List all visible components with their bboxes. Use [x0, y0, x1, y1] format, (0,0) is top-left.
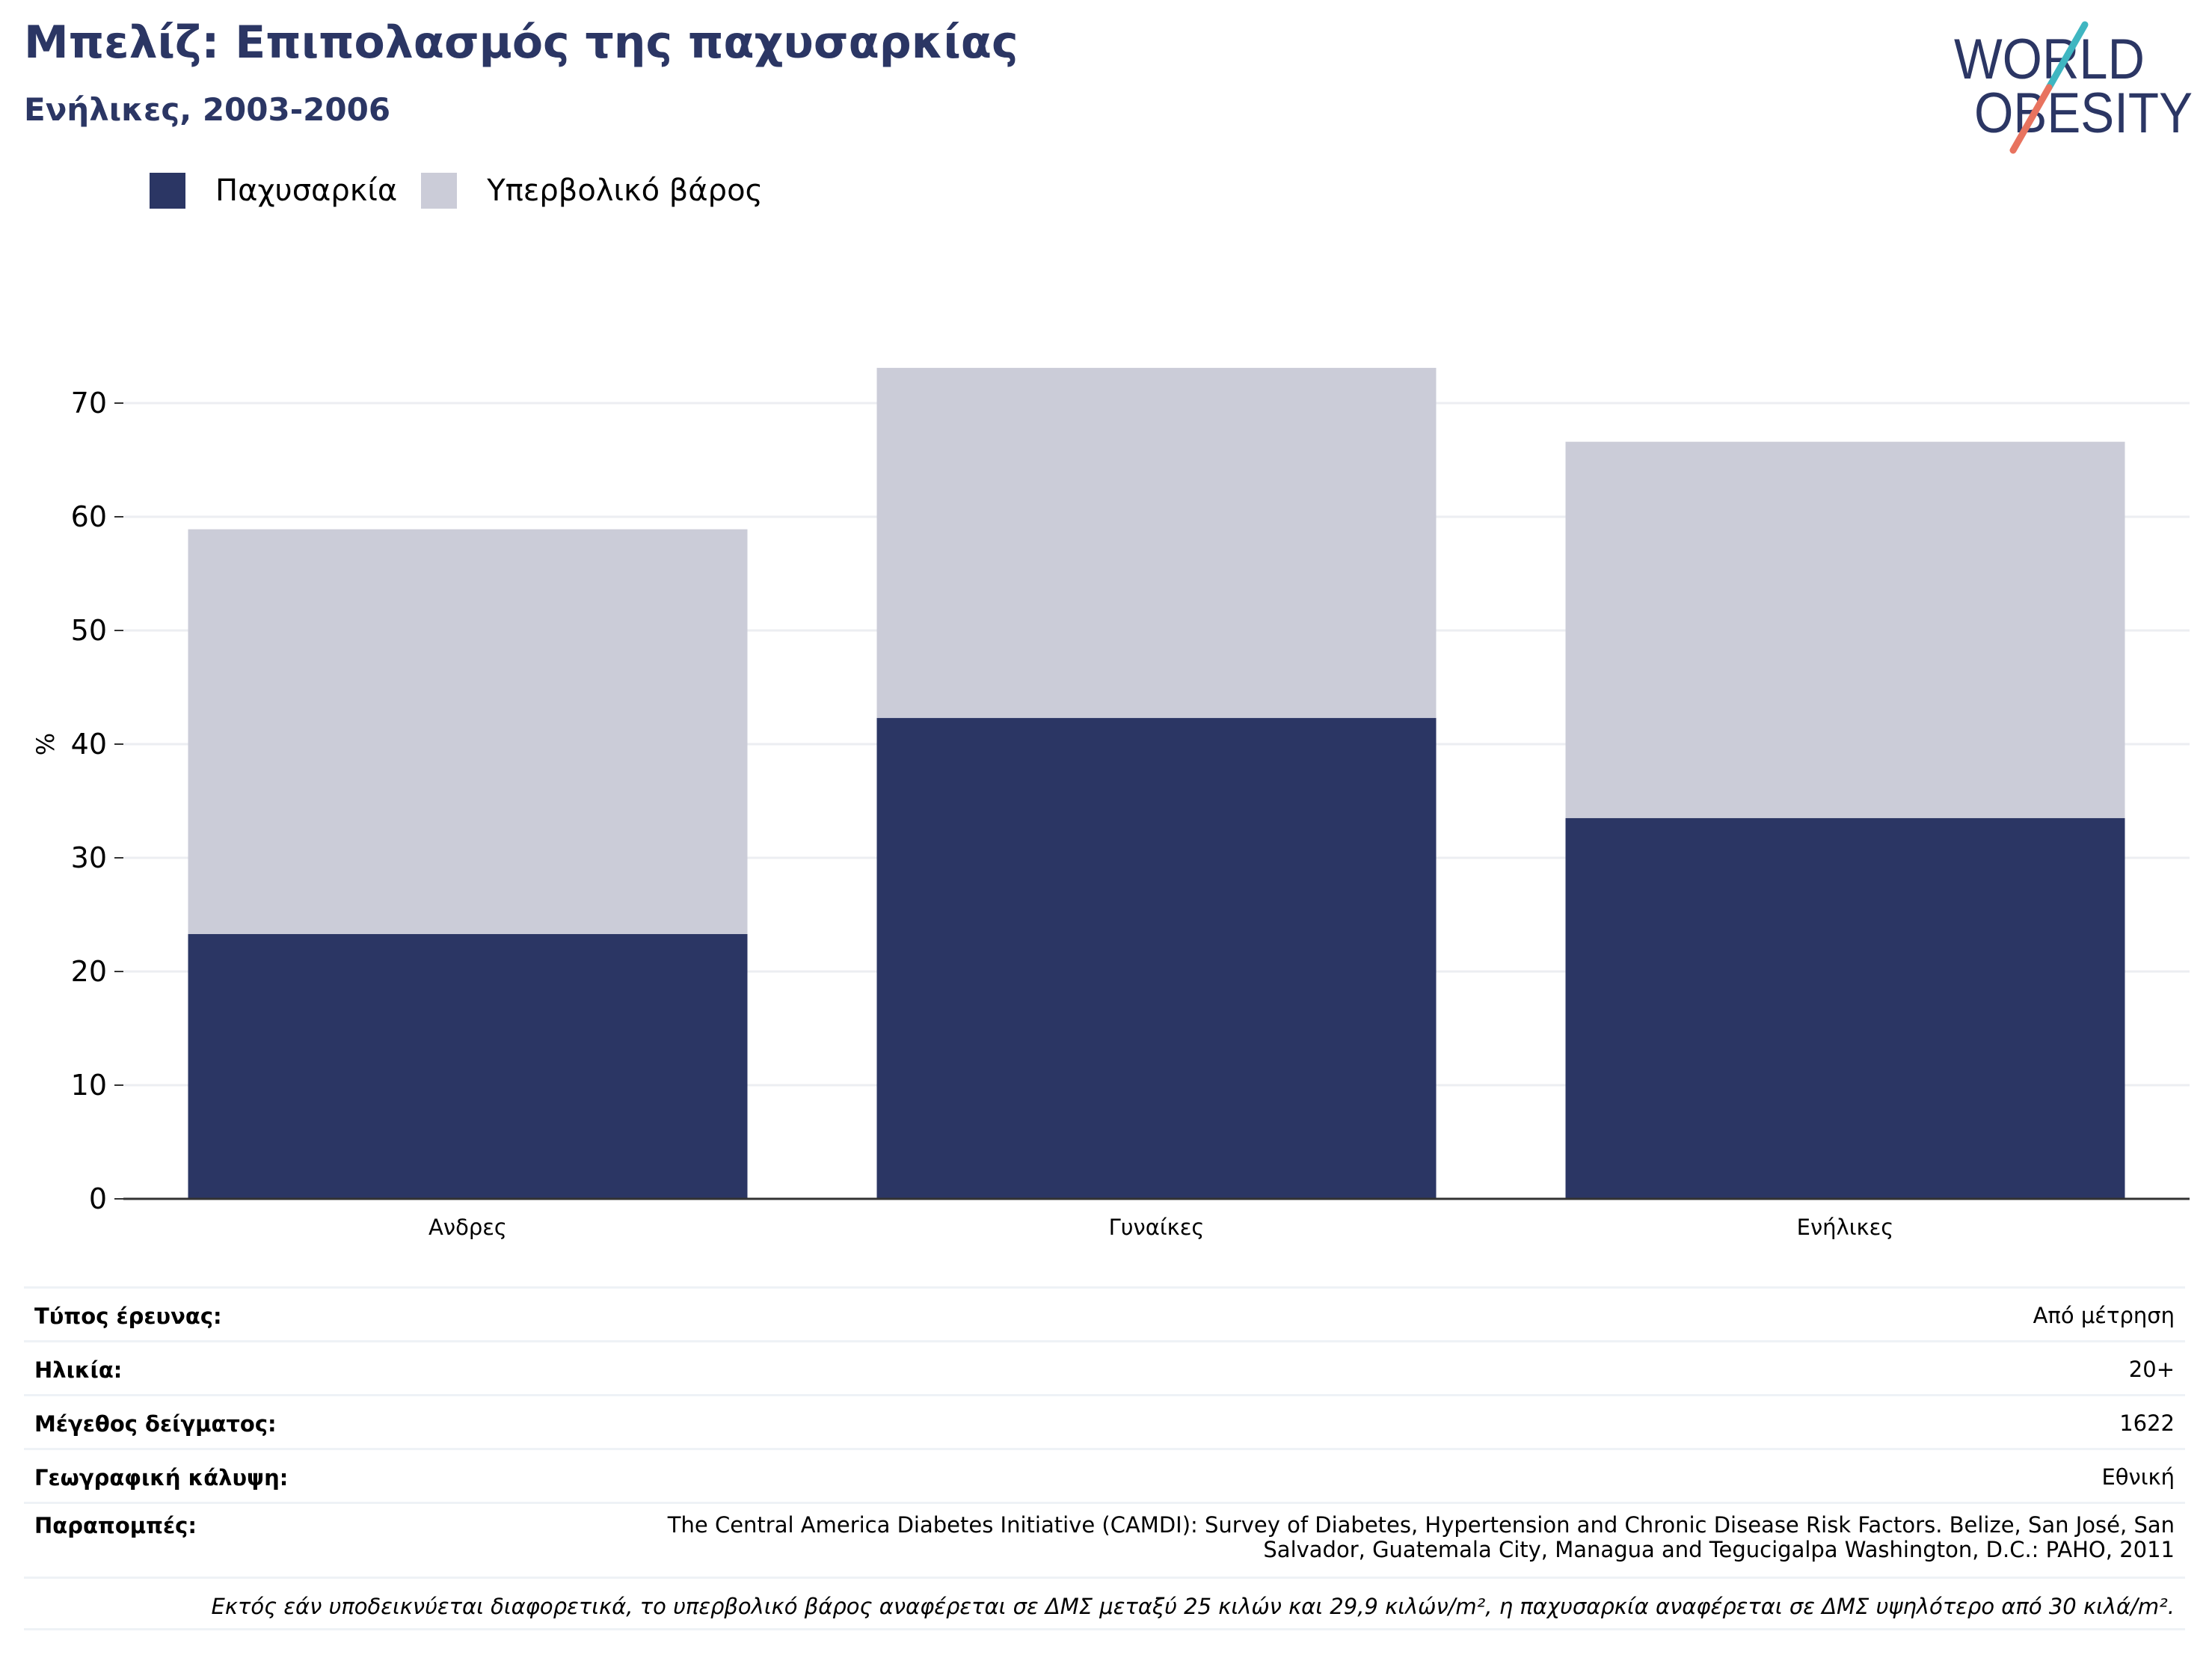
legend-label-overweight: Υπερβολικό βάρος	[487, 174, 764, 208]
meta-value-age: 20+	[2128, 1357, 2175, 1382]
y-tick-label-20: 20	[71, 955, 107, 988]
y-tick-label-10: 10	[71, 1069, 107, 1102]
meta-label-coverage: Γεωγραφική κάλυψη:	[34, 1465, 289, 1491]
y-tick-label-0: 0	[89, 1182, 107, 1215]
y-tick-label-40: 40	[71, 728, 107, 761]
x-tick-label-3: Ενήλικες	[1797, 1215, 1894, 1240]
y-tick-label-70: 70	[71, 387, 107, 420]
bar-overweight-3	[1565, 441, 2125, 818]
y-axis-label: %	[31, 733, 60, 755]
legend-swatch-obesity	[150, 173, 185, 209]
legend-swatch-overweight	[421, 173, 458, 209]
meta-value-references: The Central America Diabetes Initiative …	[668, 1513, 2175, 1562]
meta-row-sample-size: Μέγεθος δείγματος: 1622	[24, 1394, 2185, 1448]
meta-label-references: Παραπομπές:	[34, 1513, 197, 1538]
bar-overweight-1	[188, 529, 748, 934]
survey-info-table: Τύπος έρευνας: Από μέτρηση Ηλικία: 20+ Μ…	[24, 1286, 2185, 1630]
logo-slash-teal	[2045, 21, 2089, 91]
reference-line-1: The Central America Diabetes Initiative …	[667, 1512, 2175, 1538]
chart-subtitle: Ενήλικες, 2003-2006	[24, 91, 391, 128]
x-tick-label-2: Γυναίκες	[1109, 1215, 1205, 1240]
definition-note: Εκτός εάν υποδεικνύεται διαφορετικά, το …	[24, 1577, 2185, 1630]
meta-row-coverage: Γεωγραφική κάλυψη: Εθνική	[24, 1448, 2185, 1502]
y-tick-label-30: 30	[71, 841, 107, 874]
logo-word-obesity: OBESITY	[1974, 82, 2193, 145]
meta-label-age: Ηλικία:	[34, 1357, 123, 1383]
y-tick-label-50: 50	[71, 614, 107, 647]
meta-value-coverage: Εθνική	[2101, 1464, 2175, 1490]
meta-value-survey-type: Από μέτρηση	[2033, 1303, 2175, 1328]
x-tick-label-1: Ανδρες	[428, 1215, 507, 1240]
meta-label-survey-type: Τύπος έρευνας:	[34, 1304, 222, 1329]
bar-obesity-2	[876, 718, 1437, 1199]
meta-row-age: Ηλικία: 20+	[24, 1340, 2185, 1394]
legend-item-obesity: Παχυσαρκία	[150, 173, 397, 209]
meta-label-sample-size: Μέγεθος δείγματος:	[34, 1411, 277, 1437]
bar-obesity-1	[188, 933, 748, 1199]
y-tick-label-60: 60	[71, 500, 107, 533]
meta-value-sample-size: 1622	[2119, 1410, 2175, 1436]
bar-overweight-2	[876, 367, 1437, 719]
legend-label-obesity: Παχυσαρκία	[215, 174, 398, 208]
reference-line-2: Salvador, Guatemala City, Managua and Te…	[1263, 1537, 2175, 1562]
world-obesity-logo: WORLD OBESITY	[1954, 21, 2193, 154]
chart-legend: Παχυσαρκία Υπερβολικό βάρος	[150, 168, 787, 213]
chart-title: Μπελίζ: Επιπολασμός της παχυσαρκίας	[24, 16, 1019, 69]
meta-row-references: Παραπομπές: The Central America Diabetes…	[24, 1502, 2185, 1577]
bar-chart: 0 10 20 30 40 50 60 70% Ανδρες Γυναίκες Ενήλικες	[31, 367, 2190, 1240]
logo-slash-coral	[2009, 84, 2053, 154]
legend-item-overweight: Υπερβολικό βάρος	[421, 173, 763, 209]
bar-obesity-3	[1565, 817, 2125, 1199]
meta-row-survey-type: Τύπος έρευνας: Από μέτρηση	[24, 1286, 2185, 1340]
